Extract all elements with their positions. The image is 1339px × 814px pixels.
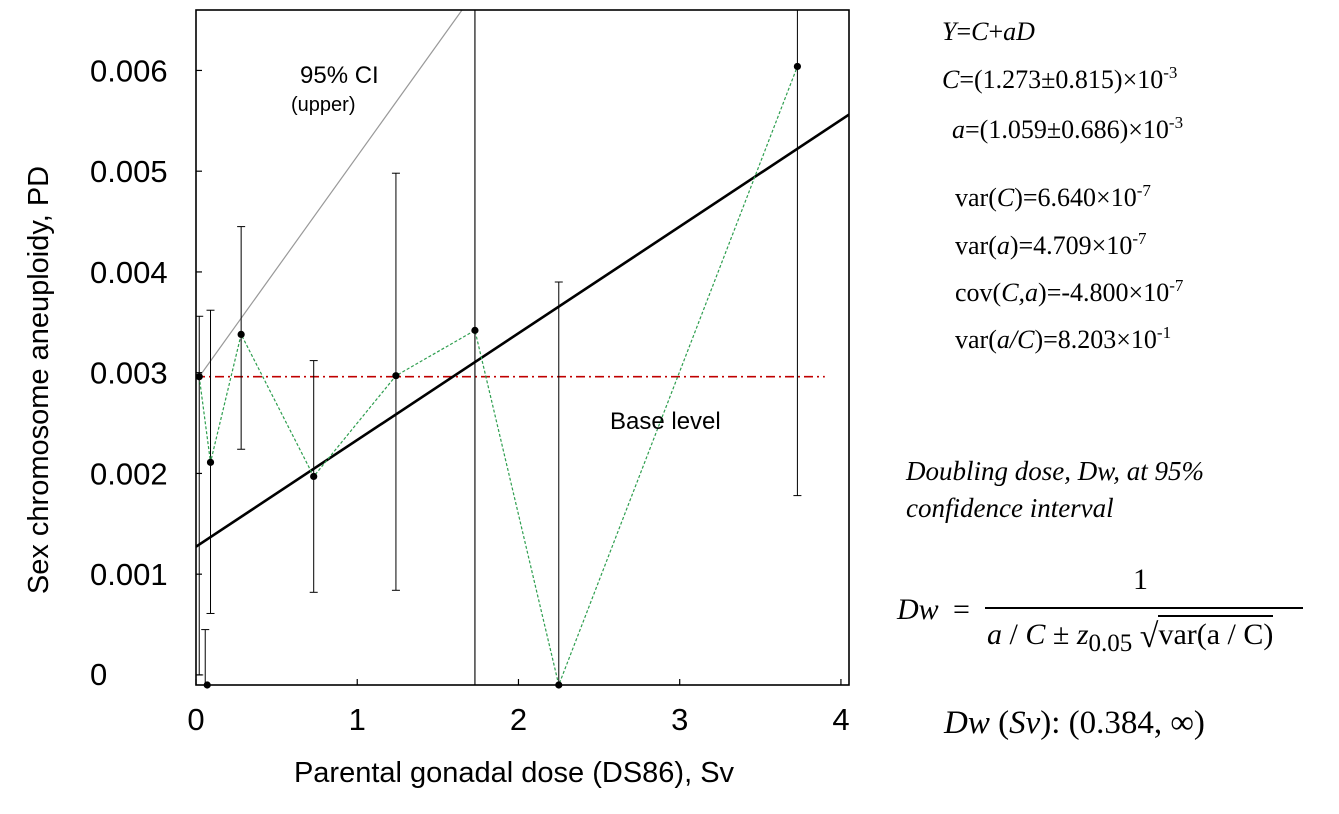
y-tick-label: 0.003 xyxy=(90,356,168,391)
sqrt-icon: √ xyxy=(1139,618,1159,655)
var-a-exponent: -7 xyxy=(1132,229,1147,248)
cov-pre: cov( xyxy=(955,278,1002,307)
result-dw: Dw xyxy=(944,705,990,741)
result-paren-close: ) xyxy=(1040,705,1052,741)
var-c-symbol: C xyxy=(996,183,1015,212)
doubling-dose-title-line2: confidence interval xyxy=(906,493,1114,523)
ci-upper-line xyxy=(198,10,463,378)
var-c-value: )=6.640×10 xyxy=(1014,183,1137,212)
formula-eq: = xyxy=(953,593,970,626)
axes: 0 0.001 0.002 0.003 0.004 0.005 0.006 0 1 2 3 4 xyxy=(90,9,850,737)
y-axis-label: Sex chromosome aneuploidy, PD xyxy=(23,166,55,594)
data-point xyxy=(310,472,318,481)
x-tick-label: 0 xyxy=(187,702,204,737)
model-lhs: Y xyxy=(942,17,957,46)
x-tick-label: 4 xyxy=(832,702,849,737)
var-a: var(a)=4.709×10-7 xyxy=(955,229,1147,261)
a-value: =(1.059±0.686)×10 xyxy=(965,115,1169,144)
fraction-bar xyxy=(985,607,1303,609)
var-ac-exponent: -1 xyxy=(1156,323,1172,342)
den-z: z xyxy=(1076,618,1089,651)
model-equation: Y=C+aD xyxy=(942,17,1035,47)
model-ad: aD xyxy=(1003,17,1035,46)
var-ac-value: )=8.203×10 xyxy=(1034,325,1157,354)
x-tick-label: 3 xyxy=(671,702,688,737)
var-ac-symbol: a/C xyxy=(996,325,1035,354)
x-axis-label: Parental gonadal dose (DS86), Sv xyxy=(294,757,735,789)
plot-area xyxy=(195,10,849,689)
x-tick-label: 1 xyxy=(349,702,366,737)
var-a-value: )=4.709×10 xyxy=(1009,231,1133,260)
plot-frame xyxy=(195,9,850,686)
c-estimate: C=(1.273±0.815)×10-3 xyxy=(942,63,1178,95)
data-point xyxy=(237,330,245,339)
var-ac-pre: var( xyxy=(955,325,997,354)
den-c: C xyxy=(1025,618,1046,651)
model-plus: + xyxy=(988,17,1004,46)
var-c-pre: var( xyxy=(955,183,997,212)
var-a-over-c: var(a/C)=8.203×10-1 xyxy=(955,323,1172,355)
base-level-label: Base level xyxy=(610,408,721,435)
c-symbol: C xyxy=(942,65,960,94)
formula-dw: Dw xyxy=(897,593,939,626)
den-slash: / xyxy=(1002,618,1026,651)
y-tick-label: 0 xyxy=(90,657,107,692)
c-exponent: -3 xyxy=(1163,63,1178,82)
data-point xyxy=(471,326,479,334)
data-point xyxy=(195,373,203,381)
y-tick-label: 0.001 xyxy=(90,557,168,592)
var-c: var(C)=6.640×10-7 xyxy=(955,181,1151,213)
a-exponent: -3 xyxy=(1168,113,1184,132)
c-value: =(1.273±0.815)×10 xyxy=(959,65,1164,94)
cov-c-a: cov(C,a)=-4.800×10-7 xyxy=(955,276,1184,308)
model-c: C xyxy=(971,17,989,46)
y-tick-label: 0.002 xyxy=(90,456,168,491)
cov-exponent: -7 xyxy=(1169,276,1184,295)
result-value: : (0.384, ∞) xyxy=(1051,705,1205,741)
formula-numerator: 1 xyxy=(1133,563,1148,596)
data-point xyxy=(206,458,215,466)
den-a: a xyxy=(987,618,1002,651)
regression-fit-line xyxy=(196,113,849,548)
a-estimate: a=(1.059±0.686)×10-3 xyxy=(952,113,1184,145)
cov-value: )=-4.800×10 xyxy=(1038,278,1170,307)
ci-sublabel: (upper) xyxy=(291,94,355,116)
data-point xyxy=(793,62,802,71)
doubling-dose-formula: Dw = 1 a / C ± z0.05 √var(a / C) xyxy=(897,563,1317,665)
x-tick-label: 2 xyxy=(510,702,527,737)
var-a-symbol: a xyxy=(996,231,1010,260)
result-paren-open: ( xyxy=(998,705,1010,741)
doubling-dose-title-line1: Doubling dose, Dw, at 95% xyxy=(906,456,1204,486)
cov-symbol: C,a xyxy=(1001,278,1039,307)
data-point xyxy=(392,372,400,380)
y-tick-label: 0.004 xyxy=(90,255,168,290)
den-z-sub: 0.05 xyxy=(1088,630,1133,657)
data-connector-line xyxy=(198,66,798,685)
sqrt-content: var(a / C) xyxy=(1158,615,1274,651)
a-symbol: a xyxy=(952,115,965,144)
var-c-exponent: -7 xyxy=(1136,181,1151,200)
den-pm: ± xyxy=(1045,618,1077,651)
model-eq-sign: = xyxy=(956,17,972,46)
result-unit: Sv xyxy=(1009,705,1041,741)
y-tick-label: 0.006 xyxy=(90,53,168,88)
doubling-dose-result: Dw (Sv): (0.384, ∞) xyxy=(944,705,1205,742)
var-a-pre: var( xyxy=(955,231,997,260)
formula-denominator: a / C ± z0.05 √var(a / C) xyxy=(987,615,1274,658)
ci-label: 95% CI xyxy=(300,62,379,89)
y-tick-label: 0.005 xyxy=(90,154,168,189)
